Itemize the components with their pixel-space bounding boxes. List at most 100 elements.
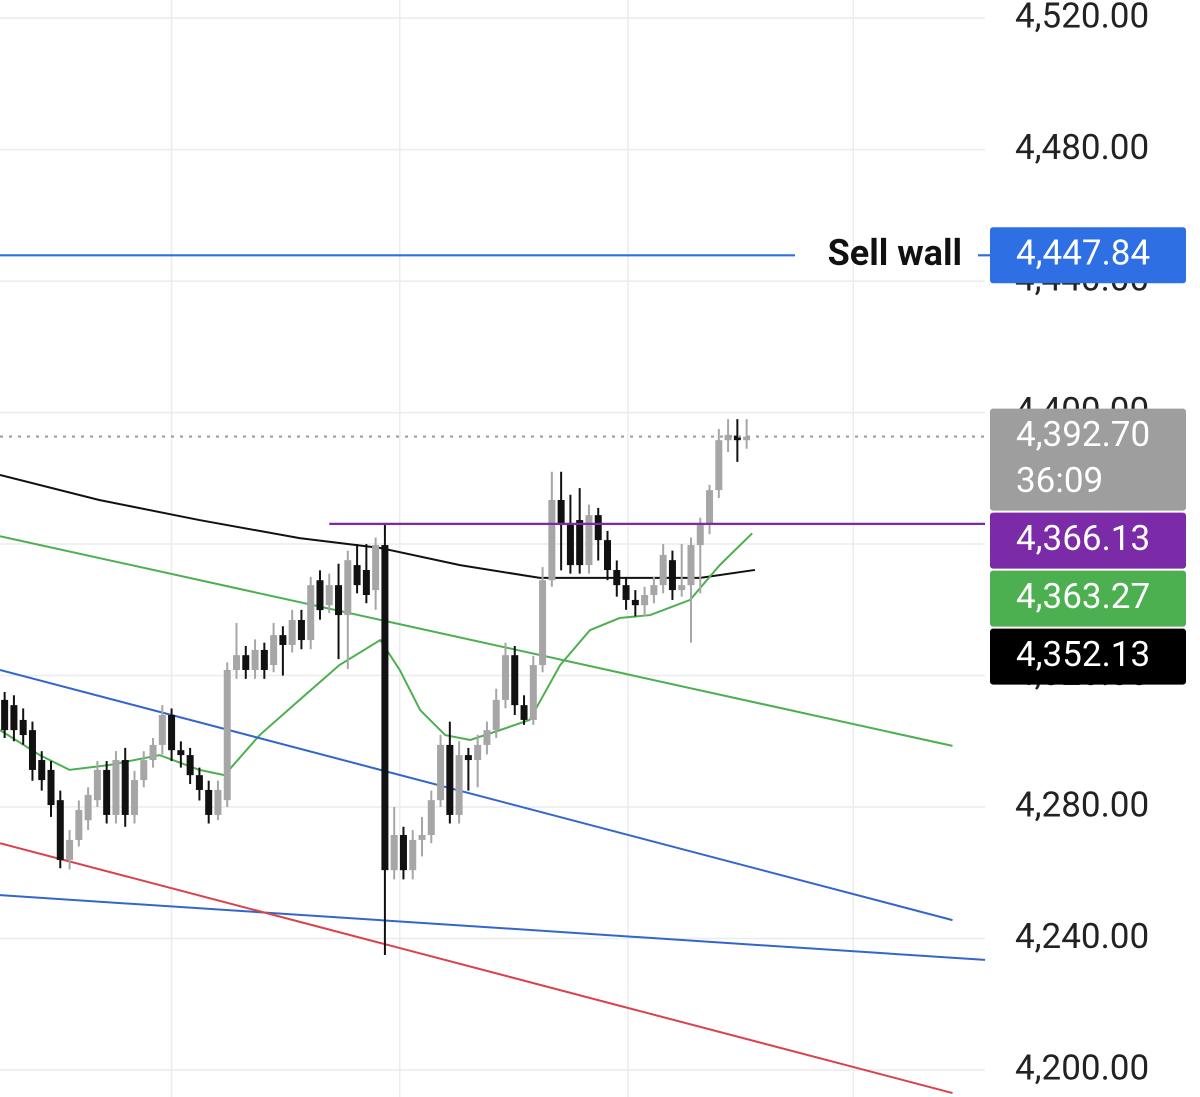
candle-body — [650, 585, 658, 596]
price-line-label: Sell wall — [828, 232, 962, 274]
candle-body — [10, 705, 18, 731]
candle-body — [548, 500, 556, 581]
line — [0, 535, 953, 747]
candle-body — [455, 755, 463, 815]
price-tag — [990, 628, 1186, 685]
candle-body — [446, 744, 454, 815]
candle-body — [409, 839, 417, 871]
candle-body — [492, 699, 500, 731]
price-tag-label: 4,447.84 — [1016, 233, 1150, 274]
candle-body — [399, 834, 407, 871]
candle-body — [205, 789, 213, 815]
line — [0, 669, 953, 922]
candle-body — [103, 769, 111, 815]
candle-body — [687, 545, 695, 586]
candle-body — [335, 585, 343, 616]
candle-body — [622, 585, 630, 600]
candle-body — [585, 515, 593, 566]
candle-body — [84, 794, 92, 821]
candle-body — [28, 730, 36, 770]
candle-body — [743, 436, 751, 441]
candle-body — [390, 834, 398, 871]
candle-body — [121, 760, 129, 815]
candle-body — [381, 545, 389, 871]
candle-body — [362, 570, 370, 596]
price-tag — [990, 570, 1186, 627]
candle-body — [427, 800, 435, 835]
candle-body — [641, 595, 649, 606]
y-tick-label: 4,240.00 — [1015, 916, 1149, 957]
candle-body — [418, 834, 426, 840]
candle-body — [474, 744, 482, 761]
candle-body — [1, 699, 9, 731]
candle-body — [140, 760, 148, 781]
candle-body — [557, 500, 565, 525]
candle-body — [668, 560, 676, 591]
candle-body — [297, 620, 305, 641]
price-tag — [990, 408, 1186, 511]
candle-body — [631, 599, 639, 606]
candle-body — [715, 440, 723, 491]
price-tag-label: 4,366.13 — [1016, 518, 1150, 559]
candle-body — [47, 769, 55, 806]
candle-body — [539, 580, 547, 666]
candle-body — [372, 545, 380, 591]
price-tag-label: 4,352.13 — [1016, 634, 1150, 675]
price-tag-label: 4,363.27 — [1016, 576, 1150, 617]
y-tick-label: 4,480.00 — [1015, 127, 1149, 168]
price-tag — [990, 227, 1186, 284]
candle-body — [130, 780, 138, 815]
candle-body — [270, 635, 278, 666]
candle-body — [529, 665, 537, 720]
candle-body — [307, 585, 315, 641]
candle-body — [177, 750, 185, 756]
price-tag-label: 4,392.70 — [1016, 414, 1150, 455]
candle-body — [242, 655, 250, 670]
candle-body — [613, 570, 621, 586]
candle-body — [594, 515, 602, 541]
candle-body — [19, 719, 27, 736]
candle-body — [223, 669, 231, 801]
y-tick-label: 4,520.00 — [1015, 0, 1149, 36]
candle-body — [168, 715, 176, 751]
line — [0, 894, 986, 961]
candle-body — [464, 755, 472, 761]
candle-body — [724, 434, 732, 441]
candle-body — [186, 755, 194, 776]
candle-body — [659, 554, 667, 586]
candle-body — [214, 789, 222, 815]
candle-body — [706, 490, 714, 525]
candle-body — [678, 585, 686, 591]
candle-body — [325, 585, 333, 606]
candle-body — [195, 775, 203, 790]
candle-body — [279, 635, 287, 645]
price-tag — [990, 512, 1186, 569]
candle-body — [75, 810, 83, 840]
candle-body — [566, 524, 574, 566]
candle-body — [520, 705, 528, 720]
candle-body — [93, 769, 101, 801]
candle-body — [38, 760, 46, 781]
candle-body — [483, 730, 491, 745]
candle-body — [353, 565, 361, 586]
candle-body — [344, 560, 352, 616]
candle-body — [437, 744, 445, 801]
candle-body — [696, 524, 704, 546]
y-tick-label: 4,200.00 — [1015, 1047, 1149, 1088]
candle-body — [251, 649, 259, 670]
candle-body — [158, 715, 166, 745]
candle-body — [733, 435, 741, 441]
line — [0, 842, 953, 1095]
candle-body — [233, 655, 241, 670]
candle-body — [501, 655, 509, 700]
candle-body — [66, 839, 74, 860]
candle-body — [604, 540, 612, 571]
candle-body — [149, 744, 157, 761]
y-tick-label: 4,280.00 — [1015, 784, 1149, 825]
candle-body — [316, 580, 324, 611]
candle-body — [112, 760, 120, 815]
candle-body — [56, 800, 64, 860]
candle-body — [260, 649, 268, 670]
countdown: 36:09 — [1016, 460, 1103, 501]
